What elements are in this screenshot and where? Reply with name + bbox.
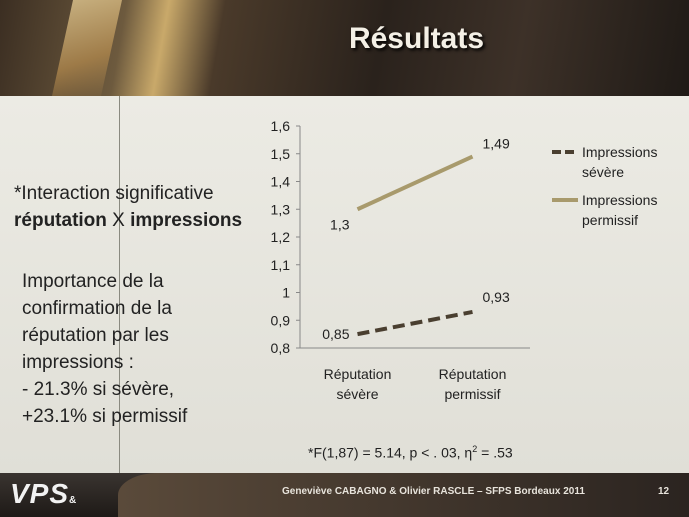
footer-bar xyxy=(0,473,689,517)
interaction-word-impressions: impressions xyxy=(130,210,243,231)
importance-line: confirmation de la xyxy=(22,298,172,319)
divider-line xyxy=(119,96,120,476)
interaction-x: X xyxy=(106,210,131,231)
interaction-prefix: *Interaction significative xyxy=(14,183,214,204)
stat-prefix: *F(1,87) = 5.14, p < . 03, η xyxy=(308,444,473,461)
importance-line: Importance de la xyxy=(22,271,164,292)
statistics-note: *F(1,87) = 5.14, p < . 03, η2 = .53 xyxy=(308,444,513,461)
footer-credits: Geneviève CABAGNO & Olivier RASCLE – SFP… xyxy=(282,486,585,497)
importance-line: +23.1% si permissif xyxy=(22,406,188,427)
interaction-text: *Interaction significative réputation X … xyxy=(14,180,242,234)
vps-logo: VPS& xyxy=(10,478,77,510)
footer-swoosh xyxy=(118,473,689,517)
importance-line: - 21.3% si sévère, xyxy=(22,379,175,400)
logo-ampersand: & xyxy=(69,495,78,506)
stat-superscript: 2 xyxy=(472,444,478,454)
importance-line: impressions : xyxy=(22,352,134,373)
slide-title: Résultats xyxy=(348,22,484,55)
importance-text: Importance de la confirmation de la répu… xyxy=(22,268,252,430)
header-decoration xyxy=(52,0,122,96)
content-area xyxy=(0,96,689,473)
stat-suffix: = .53 xyxy=(477,444,513,461)
header-banner xyxy=(0,0,689,96)
logo-text: VPS xyxy=(10,478,70,509)
interaction-word-reputation: réputation xyxy=(14,210,107,231)
importance-line: réputation par les xyxy=(22,325,169,346)
page-number: 12 xyxy=(658,486,670,497)
